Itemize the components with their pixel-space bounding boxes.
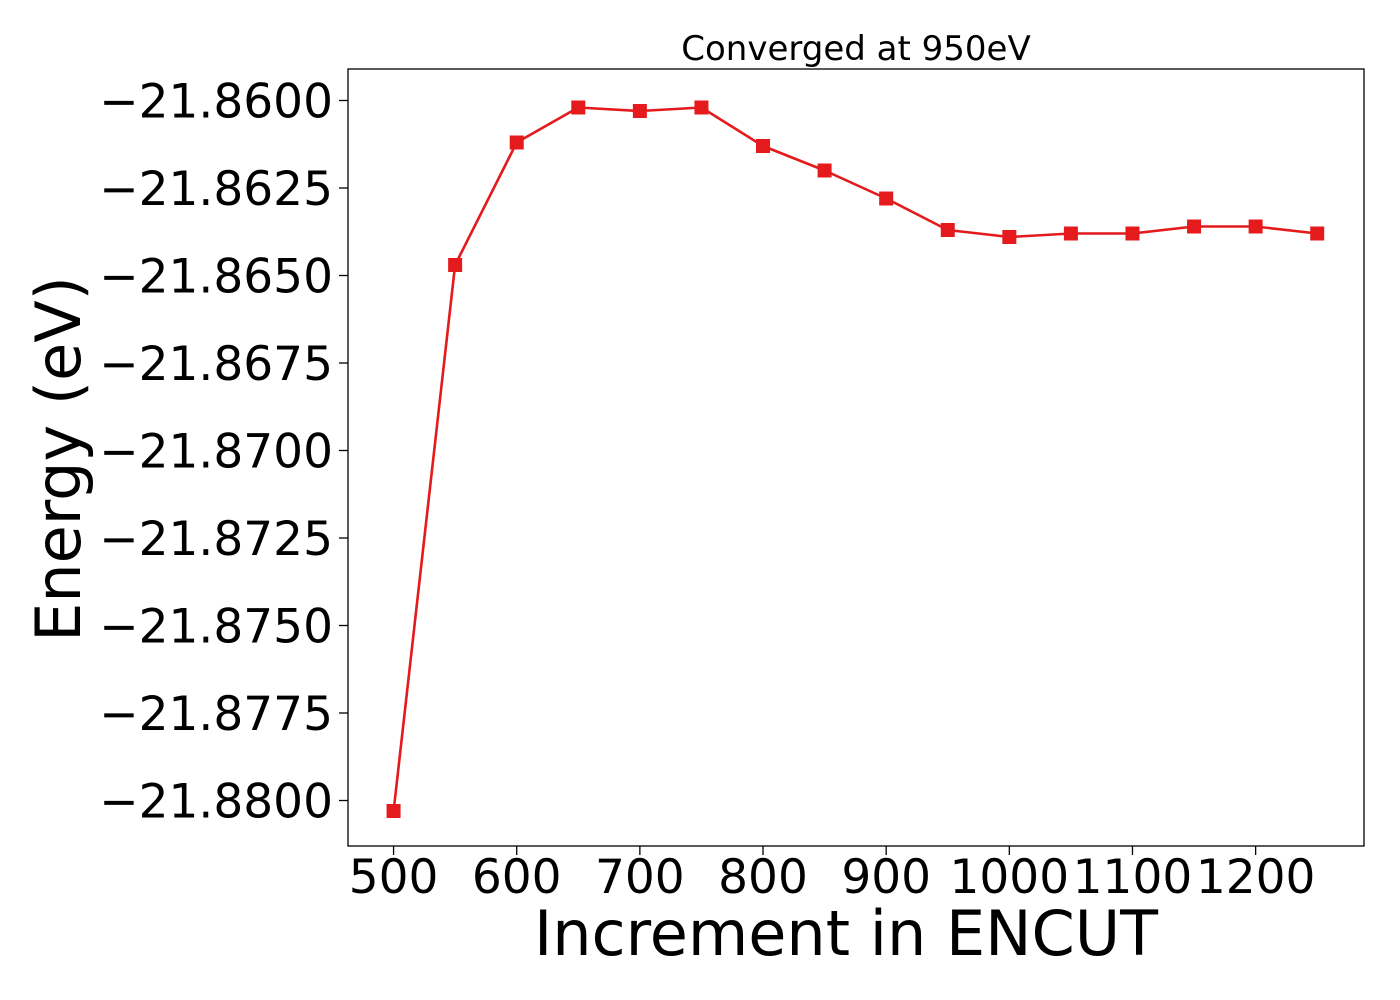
data-point-marker (1248, 219, 1263, 234)
y-tick-label: −21.8600 (99, 75, 333, 130)
data-point-marker (386, 804, 401, 818)
data-point-marker (940, 223, 955, 237)
x-tick-label: 600 (472, 850, 562, 905)
x-axis-label: Increment in ENCUT (534, 897, 1159, 970)
x-tick-label: 900 (841, 850, 931, 905)
y-tick-label: −21.8700 (99, 425, 333, 480)
data-point-marker (1063, 226, 1078, 241)
y-tick-label: −21.8775 (99, 687, 333, 742)
y-tick-label: −21.8625 (99, 162, 333, 217)
data-point-marker (694, 100, 709, 115)
y-axis-ticks: −21.8600 −21.8625 −21.8650 −21.8675 −21.8700… (99, 75, 348, 830)
data-point-marker (1125, 226, 1140, 241)
x-tick-label: 1100 (1073, 850, 1193, 905)
chart-title: Converged at 950eV (681, 29, 1030, 69)
series-line (392, 106, 1318, 812)
data-point-marker (1310, 226, 1325, 241)
y-tick-label: −21.8725 (99, 512, 333, 567)
data-point-marker (1187, 219, 1202, 234)
data-point-marker (571, 100, 586, 115)
x-axis-ticks: 500 600 700 800 900 1000 1100 1200 (349, 846, 1316, 905)
data-point-marker (817, 163, 832, 178)
data-point-marker (509, 135, 524, 150)
y-axis-label: Energy (eV) (22, 276, 95, 642)
x-tick-label: 1000 (950, 850, 1070, 905)
y-tick-label: −21.8800 (99, 775, 333, 830)
y-tick-label: −21.8750 (99, 600, 333, 655)
x-tick-label: 700 (595, 850, 685, 905)
data-point-marker (448, 258, 463, 272)
x-tick-label: 1200 (1196, 850, 1316, 905)
plot-area (386, 100, 1325, 818)
y-tick-label: −21.8675 (99, 337, 333, 392)
x-tick-label: 500 (349, 850, 439, 905)
data-point-marker (632, 104, 647, 118)
data-point-marker (756, 139, 771, 153)
x-tick-label: 800 (718, 850, 808, 905)
y-tick-label: −21.8650 (99, 250, 333, 305)
data-point-marker (1002, 230, 1017, 244)
data-point-marker (879, 191, 894, 206)
plot-frame (347, 68, 1365, 847)
